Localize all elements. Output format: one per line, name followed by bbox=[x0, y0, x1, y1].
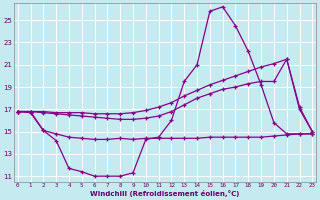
X-axis label: Windchill (Refroidissement éolien,°C): Windchill (Refroidissement éolien,°C) bbox=[90, 190, 240, 197]
